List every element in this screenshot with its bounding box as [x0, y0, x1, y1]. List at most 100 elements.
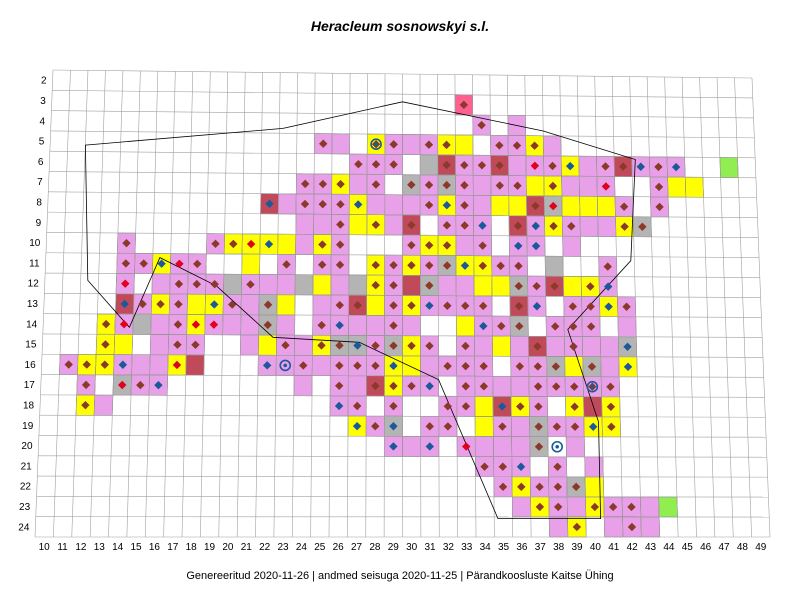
- grid-cell: [402, 315, 421, 337]
- occurrence-marker: [587, 362, 597, 371]
- occurrence-marker: [570, 402, 579, 411]
- occurrence-marker: [570, 382, 579, 391]
- occurrence-marker: [424, 200, 434, 210]
- occurrence-marker: [532, 302, 542, 311]
- grid-cell: [113, 334, 134, 355]
- occurrence-marker: [513, 181, 522, 190]
- grid-cell: [294, 274, 314, 296]
- grid-cell: [511, 416, 531, 437]
- occurrence-marker: [461, 361, 470, 371]
- grid-line-v: [472, 74, 477, 538]
- ring-marker-dot: [555, 444, 559, 449]
- occurrence-marker: [495, 181, 504, 190]
- occurrence-marker: [548, 161, 557, 171]
- occurrence-marker: [515, 362, 524, 371]
- occurrence-marker: [533, 342, 542, 351]
- row-label: 20: [21, 441, 33, 452]
- occurrence-marker: [264, 239, 274, 249]
- grid-line-v: [576, 75, 587, 538]
- occurrence-marker: [479, 382, 489, 391]
- grid-cell: [455, 235, 475, 256]
- occurrence-marker: [548, 181, 558, 191]
- row-label: 4: [39, 116, 45, 127]
- occurrence-marker: [154, 380, 163, 390]
- grid-cell: [295, 233, 314, 255]
- row-label: 22: [20, 482, 32, 493]
- occurrence-marker: [389, 361, 398, 371]
- grid-cell: [331, 133, 351, 155]
- occurrence-marker: [623, 362, 633, 372]
- occurrence-marker: [82, 360, 91, 369]
- coastline: [84, 101, 636, 520]
- grid-line-v: [255, 72, 263, 538]
- occurrence-marker: [636, 162, 645, 171]
- occurrence-marker: [603, 282, 613, 291]
- grid-cell: [511, 436, 531, 458]
- grid-cell: [277, 193, 297, 215]
- grid-line-v: [365, 73, 368, 538]
- occurrence-marker: [532, 281, 541, 291]
- grid-line-v: [108, 70, 124, 538]
- occurrence-marker: [588, 422, 598, 431]
- grid-cell: [437, 275, 457, 297]
- occurrence-marker: [627, 502, 636, 512]
- occurrence-marker: [514, 241, 523, 251]
- column-label: 43: [645, 542, 657, 553]
- occurrence-marker: [175, 259, 184, 268]
- grid-cell: [472, 174, 492, 196]
- occurrence-marker: [335, 240, 345, 249]
- row-label: 8: [36, 197, 42, 208]
- grid-line-h: [52, 69, 753, 79]
- grid-cell: [384, 194, 403, 216]
- occurrence-marker: [282, 260, 291, 269]
- column-label: 32: [443, 542, 455, 553]
- grid-cell: [491, 275, 511, 297]
- occurrence-marker: [263, 320, 272, 330]
- row-label: 19: [22, 421, 34, 432]
- grid-cell: [511, 496, 532, 518]
- occurrence-marker: [300, 199, 310, 209]
- occurrence-marker: [210, 300, 219, 309]
- occurrence-marker: [553, 502, 563, 512]
- column-label: 33: [461, 542, 473, 553]
- row-label: 13: [27, 299, 39, 310]
- occurrence-marker: [389, 301, 398, 310]
- grid-cell: [348, 274, 368, 296]
- grid-cell: [258, 274, 278, 296]
- grid-cell: [222, 314, 242, 336]
- grid-cell: [582, 336, 602, 357]
- grid-cell: [348, 214, 368, 236]
- grid-cell: [640, 516, 661, 538]
- grid-cell: [456, 315, 475, 337]
- occurrence-marker: [425, 381, 434, 391]
- grid-cell: [548, 516, 569, 538]
- occurrence-marker: [534, 402, 543, 411]
- grid-cell: [294, 334, 313, 356]
- grid-line-h: [36, 496, 769, 498]
- occurrence-marker: [424, 140, 434, 149]
- occurrence-marker: [480, 462, 489, 471]
- row-label: 16: [25, 360, 37, 371]
- column-label: 23: [278, 542, 290, 553]
- occurrence-marker: [517, 482, 526, 492]
- occurrence-marker: [459, 100, 469, 110]
- occurrence-marker: [622, 302, 631, 311]
- grid-cell: [149, 334, 170, 356]
- occurrence-marker: [443, 422, 453, 431]
- grid-line-v: [751, 77, 771, 538]
- grid-cell: [561, 175, 580, 197]
- grid-line-v: [310, 72, 316, 538]
- occurrence-marker: [425, 281, 434, 290]
- occurrence-marker: [496, 261, 505, 271]
- occurrence-marker: [389, 140, 398, 149]
- grid-cell: [473, 195, 492, 216]
- occurrence-marker: [498, 422, 507, 431]
- occurrence-marker: [478, 261, 488, 270]
- row-label: 12: [28, 279, 40, 290]
- grid-cell: [348, 314, 367, 336]
- occurrence-marker: [442, 201, 452, 210]
- grid-cell: [186, 293, 206, 315]
- occurrence-marker: [601, 162, 610, 171]
- occurrence-marker: [318, 240, 327, 249]
- occurrence-marker: [121, 259, 131, 268]
